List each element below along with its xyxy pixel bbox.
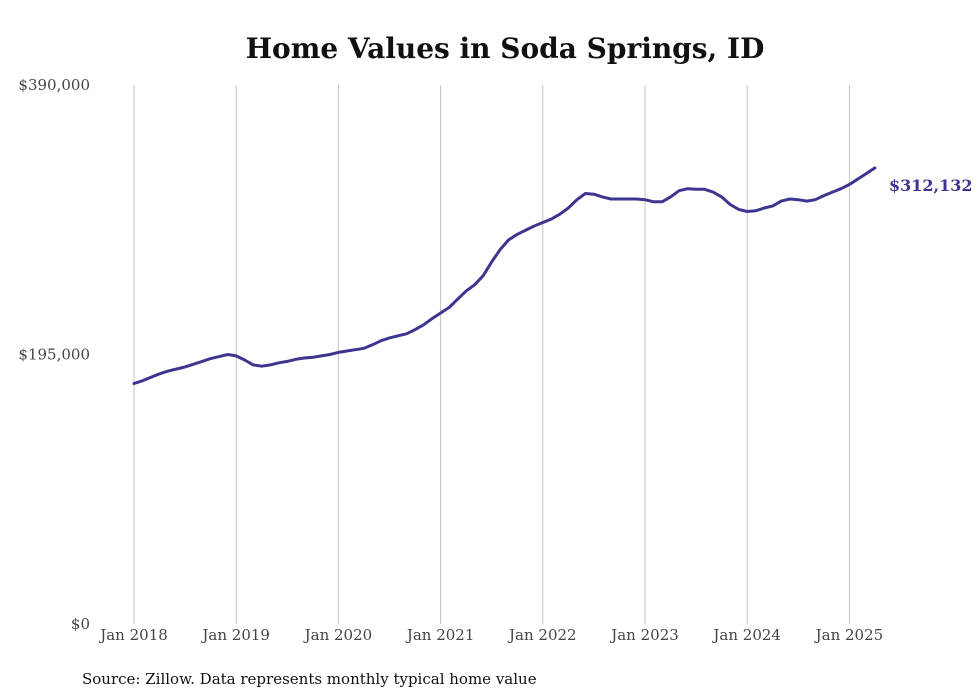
x-tick-label: Jan 2023 <box>609 626 679 644</box>
x-tick-label: Jan 2018 <box>98 626 168 644</box>
x-tick-label: Jan 2021 <box>405 626 475 644</box>
source-note: Source: Zillow. Data represents monthly … <box>82 670 537 688</box>
x-tick-label: Jan 2022 <box>507 626 577 644</box>
y-tick-label: $0 <box>71 615 90 633</box>
y-tick-label: $195,000 <box>18 346 90 364</box>
latest-value-label: $312,132 <box>889 176 973 195</box>
y-tick-label: $390,000 <box>18 76 90 94</box>
y-axis-tick-labels: $0 $195,000 $390,000 <box>18 76 90 633</box>
x-tick-label: Jan 2019 <box>200 626 270 644</box>
x-axis-tick-labels: Jan 2018 Jan 2019 Jan 2020 Jan 2021 Jan 2022… <box>98 626 883 644</box>
x-tick-label: Jan 2025 <box>814 626 884 644</box>
series-line <box>132 166 877 385</box>
x-tick-label: Jan 2024 <box>711 626 781 644</box>
gridlines <box>133 85 850 624</box>
chart-title: Home Values in Soda Springs, ID <box>246 32 765 65</box>
x-tick-label: Jan 2020 <box>303 626 373 644</box>
series-layer <box>132 166 877 385</box>
